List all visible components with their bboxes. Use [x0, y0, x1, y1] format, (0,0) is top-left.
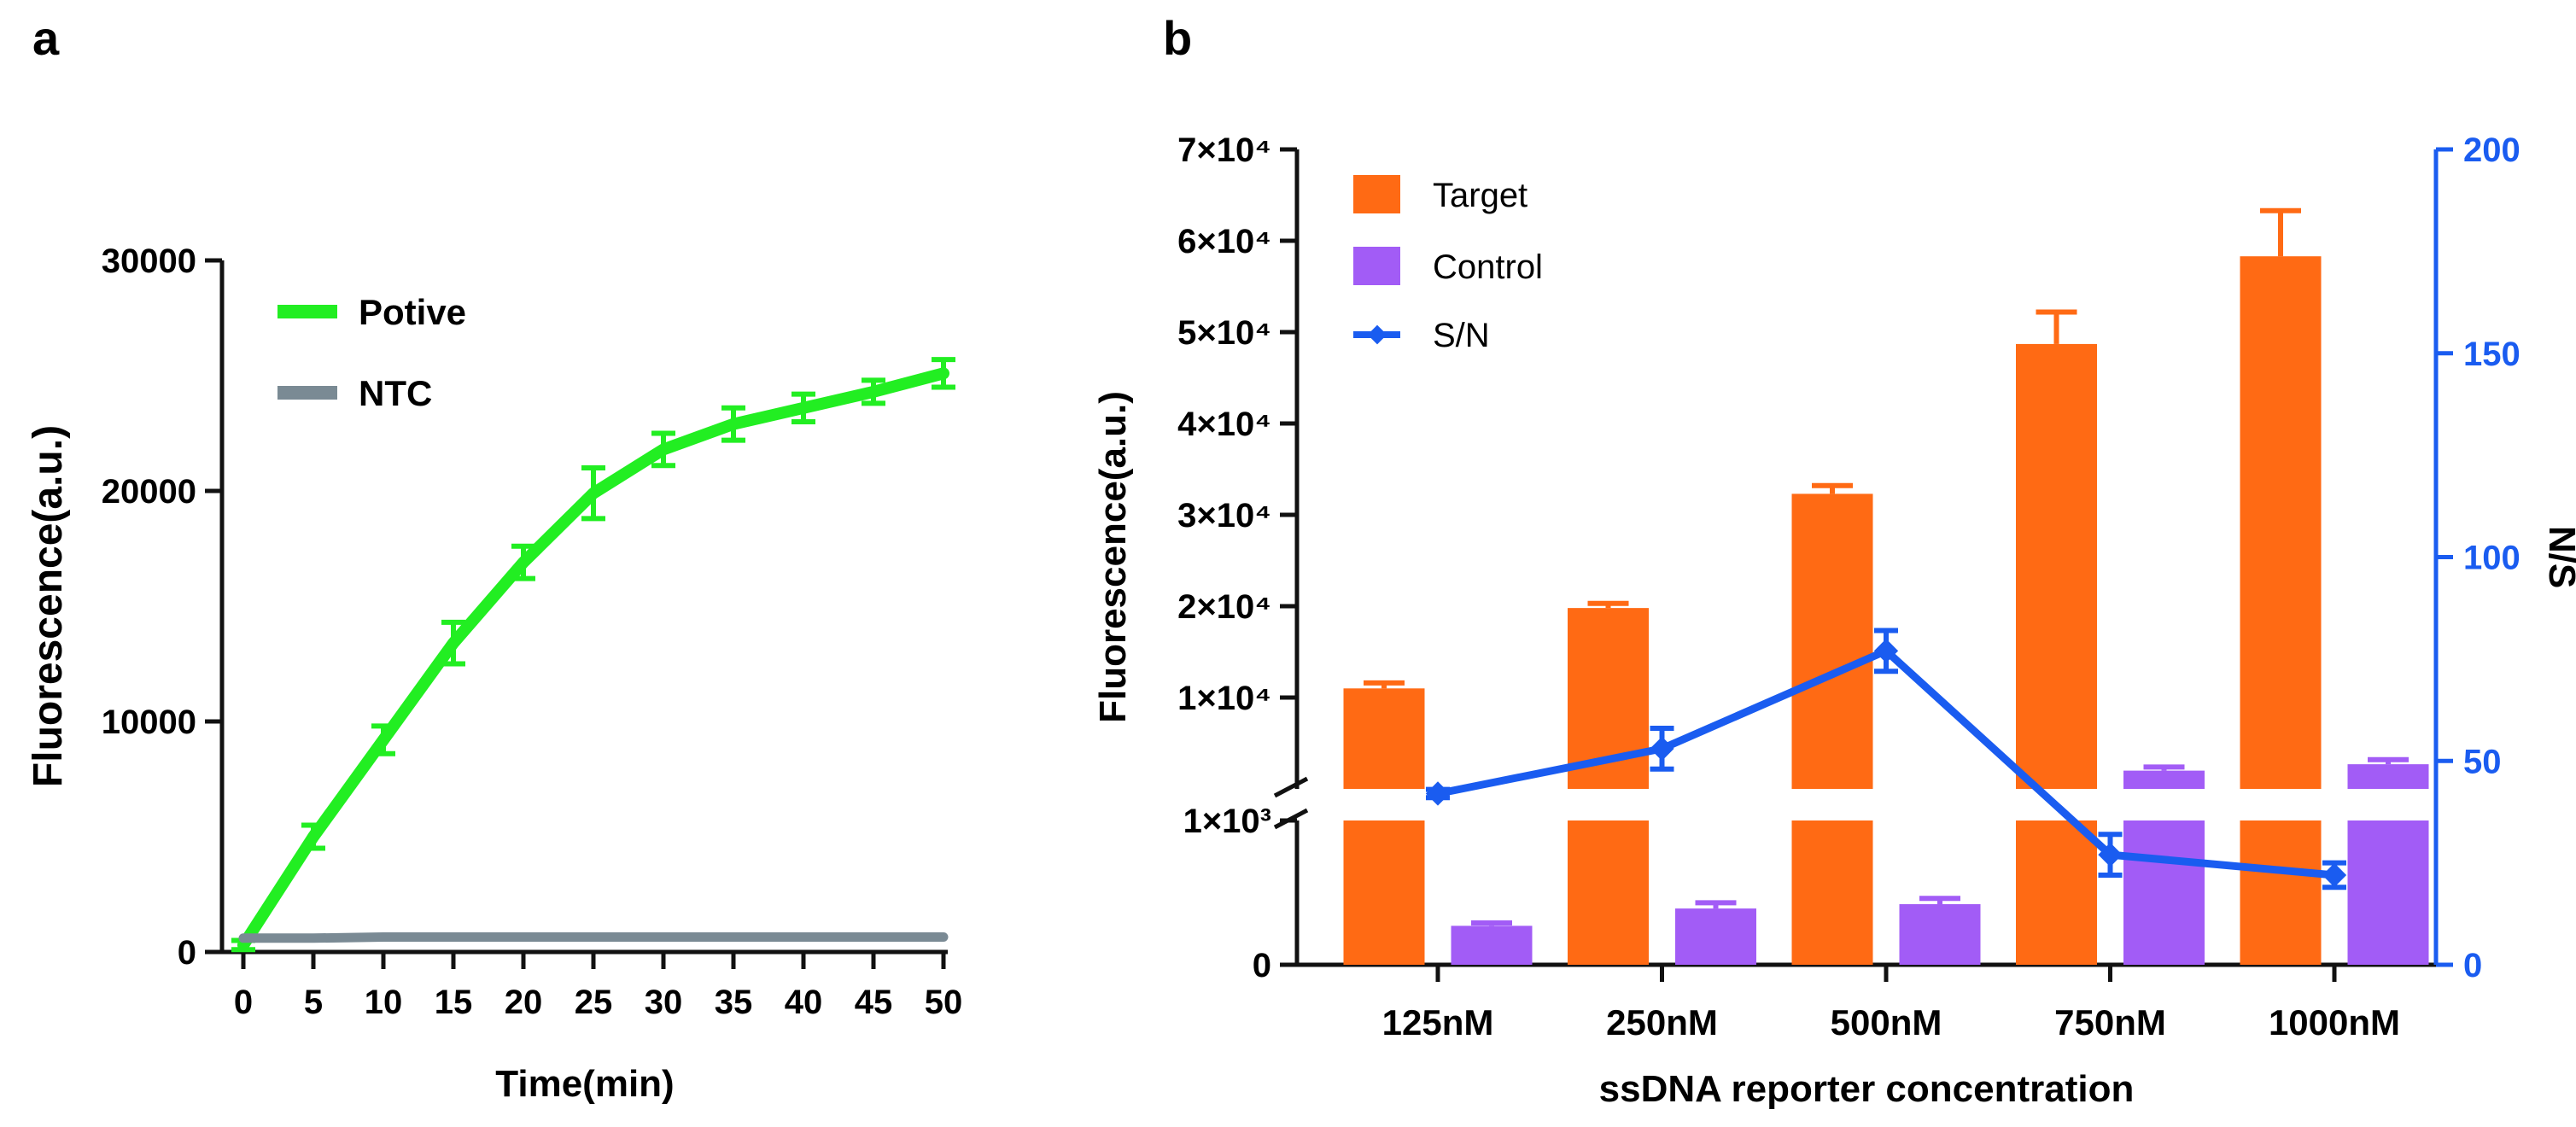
bar-control-3-lower	[2123, 820, 2205, 965]
legend-swatch-sn-marker	[1367, 324, 1387, 345]
bar-control-0	[1451, 926, 1533, 965]
x-tick-label: 10	[365, 984, 403, 1021]
legend-label-1: NTC	[359, 373, 432, 413]
bar-control-2	[1899, 904, 1981, 965]
axis-break-mark	[1273, 776, 1309, 798]
bar-control-4-lower	[2347, 820, 2429, 965]
x-tick-label: 250nM	[1606, 1002, 1718, 1042]
y-tick-label-left: 2×10⁴	[1177, 588, 1271, 626]
y-tick-label-left: 1×10⁴	[1177, 680, 1271, 717]
y-axis-title-left: Fluorescence(a.u.)	[1092, 391, 1134, 723]
y-tick-label-left: 5×10⁴	[1177, 314, 1271, 352]
x-axis-title: Time(min)	[495, 1063, 674, 1105]
bar-target-4-lower	[2240, 820, 2322, 965]
legend-label-0: Potive	[359, 292, 466, 332]
y-tick-label-left: 4×10⁴	[1177, 406, 1271, 443]
y-tick-label-left: 1×10³	[1183, 803, 1271, 840]
legend-swatch-target	[1353, 175, 1400, 213]
x-tick-label: 25	[575, 984, 613, 1021]
y-tick-label-left: 3×10⁴	[1177, 497, 1271, 534]
y-tick-label-right: 50	[2463, 743, 2502, 780]
x-tick-label: 125nM	[1382, 1002, 1494, 1042]
bar-control-3-upper	[2123, 770, 2205, 789]
y-tick-label: 30000	[102, 242, 196, 280]
chart-a: 0 10000 20000 30000 0 5 10 15 20 25 30 35 40 45 50 Time…	[26, 242, 962, 1105]
panel-a-label: a	[32, 11, 60, 65]
x-tick-label: 30	[645, 984, 683, 1021]
bar-target-2-lower	[1791, 820, 1873, 965]
bar-control-1	[1675, 908, 1756, 965]
y-tick-label: 20000	[102, 473, 196, 511]
bar-target-3-upper	[2016, 343, 2097, 789]
x-tick-label: 0	[234, 984, 253, 1021]
series-line-1	[238, 932, 949, 943]
y-tick-label-left: 6×10⁴	[1177, 223, 1271, 260]
x-tick-label: 750nM	[2054, 1002, 2166, 1042]
y-tick-label-right: 150	[2463, 336, 2521, 373]
panel-b-label: b	[1163, 11, 1192, 65]
x-tick-label: 35	[715, 984, 753, 1021]
legend-swatch-control	[1353, 247, 1400, 285]
y-tick-label-left: 0	[1253, 947, 1271, 984]
y-tick-label-right: 200	[2463, 131, 2521, 169]
bar-control-4-upper	[2347, 764, 2429, 789]
x-tick-label: 500nM	[1831, 1002, 1942, 1042]
bar-target-0-lower	[1343, 820, 1425, 965]
legend-label-sn: S/N	[1433, 317, 1490, 354]
x-tick-label: 5	[304, 984, 323, 1021]
legend-label-control: Control	[1433, 248, 1543, 286]
y-tick-label: 0	[178, 934, 196, 972]
y-tick-label-right: 100	[2463, 540, 2521, 577]
x-tick-label: 40	[785, 984, 823, 1021]
bar-target-2-upper	[1791, 493, 1873, 789]
x-tick-label: 45	[855, 984, 893, 1021]
series-line-0	[237, 367, 949, 951]
x-tick-label: 15	[435, 984, 473, 1021]
legend-label-target: Target	[1433, 177, 1527, 214]
y-tick-label: 10000	[102, 704, 196, 741]
y-tick-label-right: 0	[2463, 947, 2482, 984]
chart-b: 0 1×10³ 1×10⁴ 2×10⁴ 3×10⁴ 4×10⁴ 5×10⁴ 6×10⁴ 7×10…	[1092, 131, 2576, 1110]
x-tick-label: 50	[925, 984, 963, 1021]
bar-target-3-lower	[2016, 820, 2097, 965]
bar-target-0-upper	[1343, 688, 1425, 789]
x-tick-label: 1000nM	[2269, 1002, 2400, 1042]
bar-target-1-lower	[1568, 820, 1649, 965]
y-axis-title: Fluorescence(a.u.)	[26, 425, 71, 787]
x-axis-title: ssDNA reporter concentration	[1599, 1068, 2135, 1110]
x-tick-label: 20	[505, 984, 543, 1021]
bar-target-4-upper	[2240, 256, 2322, 789]
y-axis-title-right: N/S	[2541, 526, 2576, 588]
y-tick-label-left: 7×10⁴	[1177, 131, 1271, 169]
